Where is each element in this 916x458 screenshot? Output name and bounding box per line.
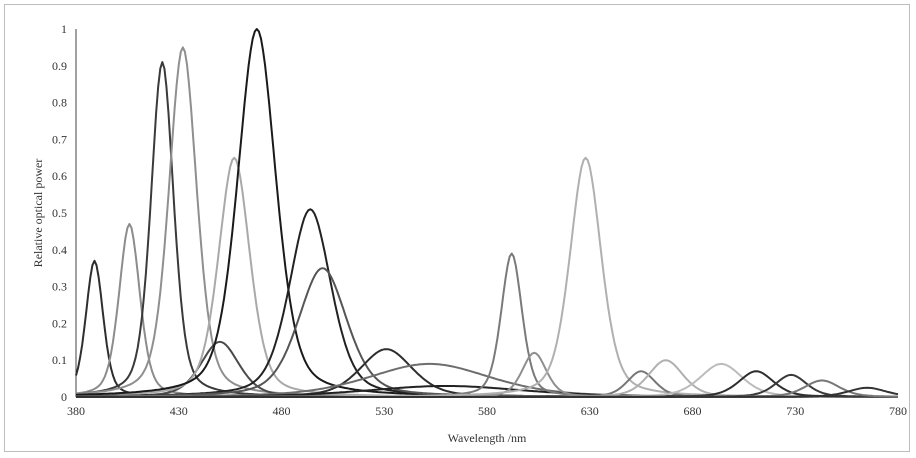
series-line-5 [76,340,898,398]
x-tick-label: 530 [375,404,393,418]
y-tick-label: 0 [61,390,67,404]
x-tick-label: 680 [684,404,702,418]
series-line-22 [76,386,899,398]
x-tick-label: 630 [581,404,599,418]
y-tick-label: 0.4 [52,243,67,257]
series-line-10 [76,348,898,398]
y-tick-label: 0.2 [52,316,67,330]
y-tick-label: 0.6 [52,169,67,183]
x-tick-label: 580 [478,404,496,418]
series-line-4 [75,46,898,398]
x-tick-label: 730 [786,404,804,418]
x-tick-label: 780 [889,404,907,418]
y-axis-title: Relative optical power [31,159,45,268]
y-tick-label: 0.7 [52,132,67,146]
y-tick-labels: 0 0.1 0.2 0.3 0.4 0.5 0.6 0.7 0.8 0.9 1 [52,22,67,404]
y-tick-label: 0.1 [52,353,67,367]
x-tick-label: 430 [170,404,188,418]
series-lines [75,28,899,398]
series-line-9 [76,267,898,398]
x-axis-title: Wavelength /nm [448,431,527,445]
y-tick-label: 0.5 [52,206,67,220]
y-tick-label: 0.8 [52,96,67,110]
x-tick-labels: 380 430 480 530 580 630 680 730 780 [67,404,907,418]
y-tick-label: 0.9 [52,59,67,73]
y-tick-label: 1 [61,22,67,36]
y-tick-label: 0.3 [52,280,67,294]
series-line-2 [75,223,898,398]
x-tick-label: 380 [67,404,85,418]
series-line-8 [76,208,898,398]
x-tick-label: 480 [273,404,291,418]
series-line-6 [76,156,898,398]
